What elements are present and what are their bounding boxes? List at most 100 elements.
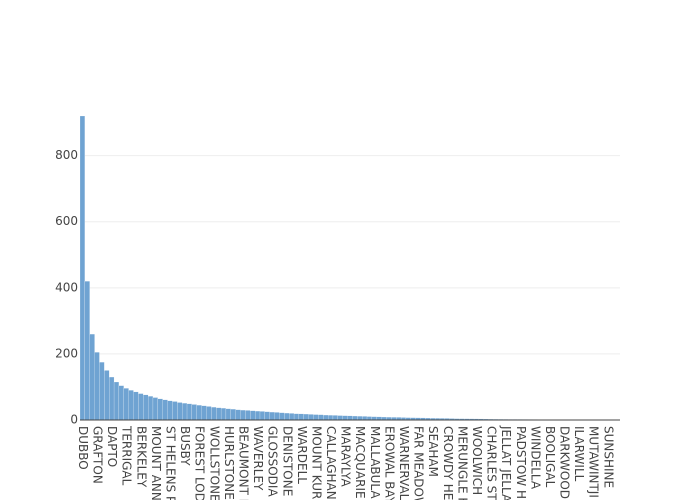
- x-tick-label: GRAFTON: [91, 426, 105, 484]
- bar: [157, 398, 163, 421]
- x-tick-label: WARDELL: [295, 426, 309, 484]
- bar: [104, 370, 110, 421]
- bar: [240, 409, 246, 421]
- bar: [279, 412, 285, 421]
- bar: [167, 400, 173, 421]
- bar: [109, 376, 115, 421]
- bar: [191, 404, 197, 421]
- x-tick-label: WOLLSTONE: [207, 426, 221, 500]
- y-tick-label: 0: [70, 413, 78, 427]
- bar: [201, 405, 207, 421]
- bar: [255, 410, 261, 421]
- bar: [182, 403, 188, 421]
- bar: [323, 414, 329, 421]
- bar: [143, 394, 149, 421]
- bar: [352, 415, 358, 421]
- x-tick-label: PADSTOW HE: [514, 426, 528, 500]
- bar: [274, 412, 280, 421]
- bar: [259, 411, 265, 421]
- x-tick-label: MOUNT ANN: [149, 426, 163, 500]
- bar: [225, 408, 231, 421]
- bar: [298, 413, 304, 421]
- y-tick-label: 400: [55, 280, 78, 294]
- x-tick-label: DARKWOOD: [558, 426, 572, 499]
- x-tick-label: ST HELENS PA: [164, 426, 178, 500]
- x-tick-label: WARNERVALE: [397, 426, 411, 500]
- bar: [264, 411, 270, 421]
- x-tick-label: MALLABULA: [368, 426, 382, 499]
- x-tick-label: BEAUMONT H: [236, 426, 250, 500]
- x-tick-label: WAVERLEY: [251, 426, 265, 491]
- x-tick-label: BOOLIGAL: [543, 426, 557, 488]
- x-tick-label: DAPTO: [105, 426, 119, 467]
- x-tick-label: CHARLES STU: [485, 426, 499, 500]
- bar: [196, 405, 202, 421]
- x-tick-label: DUBBO: [76, 426, 90, 470]
- x-tick-label: DENISTONE: [280, 426, 294, 496]
- bar: [284, 412, 290, 421]
- x-tick-label: EROWAL BAY: [382, 426, 396, 500]
- x-tick-label: FOREST LODG: [193, 426, 207, 500]
- bar: [318, 414, 324, 421]
- bar: [342, 415, 348, 421]
- bar: [337, 415, 343, 421]
- bar: [118, 385, 124, 421]
- x-tick-label: MARAYLYA: [339, 426, 353, 488]
- bar: [162, 399, 168, 421]
- bar: [250, 410, 256, 421]
- bar: [220, 408, 227, 421]
- bar: [303, 413, 309, 421]
- bar: [313, 414, 319, 421]
- x-tick-label: GLOSSODIA: [266, 426, 280, 497]
- bar: [362, 416, 368, 421]
- bar: [308, 414, 314, 421]
- x-tick-label: CALLAGHAN: [324, 426, 338, 500]
- bar: [289, 413, 295, 421]
- bar: [128, 390, 134, 421]
- bar: [347, 415, 353, 421]
- bar: [152, 397, 158, 421]
- x-tick-label: MERUNGLE H: [455, 426, 469, 500]
- x-tick-label: MACQUARIE: [353, 426, 367, 499]
- y-tick-label: 600: [55, 214, 78, 228]
- bar: [89, 333, 95, 421]
- bar: [94, 352, 100, 421]
- x-tick-label: BERKELEY: [134, 426, 148, 488]
- bar: [138, 393, 144, 421]
- bar: [366, 416, 372, 421]
- bar: [186, 403, 192, 421]
- bar: [293, 413, 300, 421]
- x-tick-label: MOUNT KURI: [309, 426, 323, 500]
- bar: [123, 388, 129, 421]
- bar: [172, 401, 178, 421]
- bar: [332, 415, 338, 421]
- x-tick-label: WOOLWICH: [470, 426, 484, 495]
- bar: [133, 391, 139, 421]
- bar: [113, 381, 120, 421]
- x-tick-label: WINDELLA: [528, 426, 542, 490]
- bar: [84, 281, 90, 421]
- x-tick-label: TERRIGAL: [120, 425, 134, 486]
- x-tick-label: HURLSTONE: [222, 426, 236, 500]
- bar: [177, 402, 183, 421]
- y-tick-label: 200: [55, 346, 78, 360]
- bar: [269, 411, 275, 421]
- x-tick-label: JELLAT JELLAT: [499, 425, 513, 500]
- x-tick-label: FAR MEADOW: [412, 426, 426, 500]
- bar: [230, 408, 236, 421]
- x-tick-label: CROWDY HEA: [441, 426, 455, 500]
- bar: [99, 362, 105, 421]
- x-tick-label: MUTAWINTJI: [587, 426, 601, 498]
- bar: [216, 407, 222, 421]
- x-tick-label: SUNSHINE: [601, 426, 615, 488]
- y-tick-label: 800: [55, 148, 78, 162]
- bar: [328, 415, 334, 421]
- x-tick-label: BUSBY: [178, 426, 192, 466]
- bar: [148, 396, 154, 421]
- bar: [211, 407, 217, 421]
- x-tick-label: SEAHAM: [426, 426, 440, 477]
- bar: [79, 115, 85, 421]
- bar: [245, 410, 251, 421]
